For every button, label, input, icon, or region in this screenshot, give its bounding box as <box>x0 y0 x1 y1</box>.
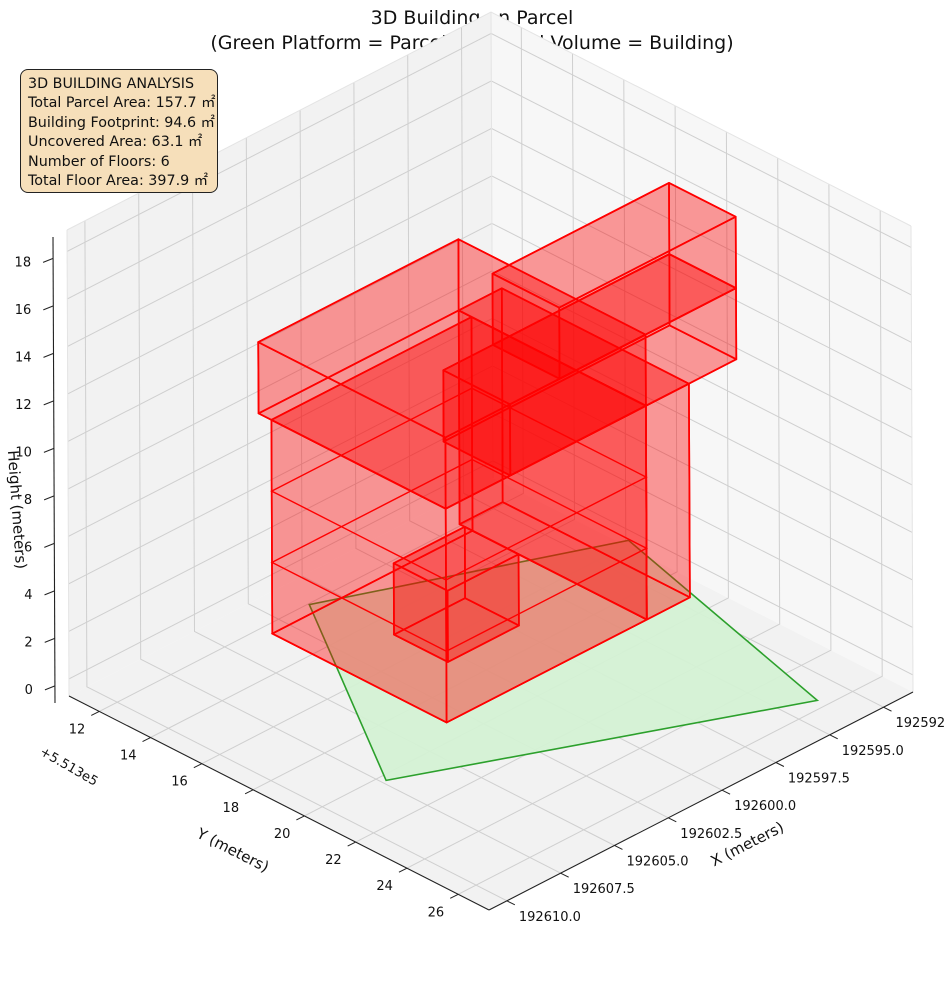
z-tick-label: 4 <box>24 588 32 603</box>
y-tick-label: 16 <box>171 775 188 790</box>
grid-line-y <box>406 184 832 869</box>
info-number-of-floors: Number of Floors: 6 <box>28 153 170 170</box>
grid-line-y <box>355 158 781 843</box>
z-axis-label: Height (meters) <box>4 450 30 570</box>
x-tick-mark <box>668 817 677 823</box>
x-tick-label: 192595.0 <box>842 744 904 759</box>
z-tick-label: 14 <box>15 350 32 365</box>
y-tick-mark <box>193 763 203 769</box>
z-tick-mark <box>44 637 55 643</box>
grid-lines <box>66 27 914 902</box>
info-box-heading: 3D BUILDING ANALYSIS <box>28 76 195 92</box>
x-tick-label: 192605.0 <box>627 855 689 870</box>
z-axis-line <box>52 236 56 704</box>
z-tick-mark <box>43 352 54 358</box>
y-tick-label: 12 <box>69 722 86 737</box>
info-building-footprint: Building Footprint: 94.6 ㎡ <box>28 114 215 131</box>
pane-right-edge <box>910 225 914 693</box>
z-tick-label: 12 <box>15 398 32 413</box>
x-tick-label: 192610.0 <box>519 910 581 925</box>
z-tick-mark <box>43 447 55 453</box>
y-tick-label: 20 <box>274 827 291 842</box>
y-axis-line <box>68 695 490 911</box>
z-tick-label: 0 <box>25 683 33 698</box>
info-total-parcel-area: Total Parcel Area: 157.7 ㎡ <box>28 95 216 112</box>
building-face-block-0 <box>393 597 520 663</box>
y-tick-mark <box>398 867 408 873</box>
z-tick-mark <box>44 542 55 548</box>
x-axis-line <box>488 691 914 911</box>
analysis-info-box: 3D BUILDING ANALYSIS Total Parcel Area: … <box>20 69 218 193</box>
y-tick-mark <box>347 841 356 847</box>
z-tick-mark <box>44 685 56 691</box>
x-tick-mark <box>506 900 516 906</box>
floor-slab-outline <box>270 458 649 652</box>
floor-slab-outline <box>270 387 648 581</box>
grid-line-y <box>150 53 576 738</box>
y-tick-label: 26 <box>428 905 445 920</box>
grid-line-y <box>457 210 883 895</box>
floor-slab-outline <box>270 529 649 724</box>
z-tick-label: 16 <box>15 303 32 318</box>
x-tick-label: 192607.5 <box>573 882 635 897</box>
grid-line-x <box>192 165 615 846</box>
y-tick-mark <box>244 789 254 795</box>
y-axis-label: Y (meters) <box>193 824 272 876</box>
x-tick-label: 192597.5 <box>788 772 850 787</box>
y-tick-label: 14 <box>120 749 137 764</box>
x-tick-mark <box>775 762 785 767</box>
z-tick-label: 6 <box>24 540 32 555</box>
y-tick-label: 24 <box>376 879 393 894</box>
z-tick-label: 10 <box>15 445 32 460</box>
z-tick-label: 8 <box>24 493 32 508</box>
x-tick-mark <box>721 789 731 795</box>
z-tick-mark <box>42 257 54 263</box>
z-tick-label: 18 <box>15 255 32 270</box>
grid-line-x <box>138 193 561 874</box>
x-tick-label: 192592.5 <box>896 716 944 731</box>
pane-corner-edge <box>490 11 494 479</box>
y-tick-mark <box>91 710 100 716</box>
z-tick-mark <box>43 400 54 406</box>
y-tick-label: 22 <box>325 853 342 868</box>
y-tick-mark <box>296 815 305 821</box>
z-tick-mark <box>43 305 54 311</box>
chart-title-line-1: 3D Building on Parcel <box>370 7 574 29</box>
x-tick-mark <box>614 845 623 850</box>
z-tick-mark <box>44 590 55 596</box>
x-tick-label: 192602.5 <box>680 827 742 842</box>
y-axis-offset-label: +5.513e5 <box>37 744 100 789</box>
info-uncovered-area: Uncovered Area: 63.1 ㎡ <box>28 134 203 151</box>
parcel-platform <box>308 539 820 782</box>
info-total-floor-area: Total Floor Area: 397.9 ㎡ <box>28 173 209 190</box>
x-tick-mark <box>829 734 838 740</box>
data-marks <box>257 182 820 782</box>
x-tick-label: 192600.0 <box>734 799 796 814</box>
axis-lines <box>52 11 914 911</box>
grid-line-y <box>99 27 524 712</box>
grid-line-x <box>84 220 508 902</box>
z-tick-mark <box>43 495 55 501</box>
x-tick-mark <box>560 872 569 878</box>
z-tick-label: 2 <box>24 635 32 650</box>
grid-line-x <box>461 27 884 708</box>
y-tick-mark <box>142 737 151 742</box>
x-tick-mark <box>883 706 892 712</box>
y-tick-label: 18 <box>223 801 240 816</box>
pane-left-edge <box>66 229 70 697</box>
y-tick-mark <box>450 893 459 899</box>
